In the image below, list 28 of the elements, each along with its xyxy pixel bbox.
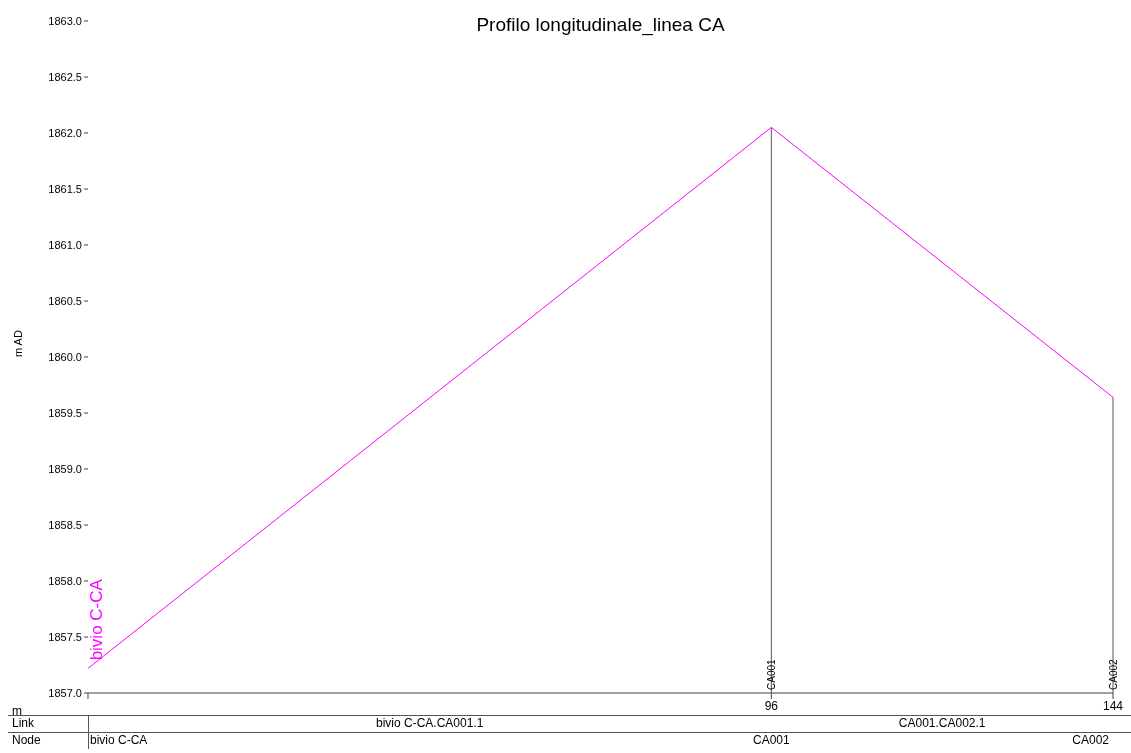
ref-line-label: CA002 <box>1108 658 1119 690</box>
text: Node <box>12 733 41 747</box>
text: CA001 <box>752 733 790 747</box>
x-axis-title: m <box>12 704 22 718</box>
text: bivio C-CA.CA001.1 <box>375 716 484 730</box>
y-tick-label: 1861.5 <box>48 182 82 195</box>
text: CA002 <box>1072 733 1109 747</box>
y-tick-label: 1857.5 <box>48 630 82 643</box>
text: Link <box>12 716 35 730</box>
annotation: bivio C-CA <box>87 578 106 661</box>
y-axis-title: m AD <box>11 330 24 357</box>
y-tick-label: 1858.0 <box>48 574 82 587</box>
y-tick-label: 1859.0 <box>48 462 82 475</box>
y-tick-label: 1858.5 <box>48 518 82 531</box>
y-tick-label: 1857.0 <box>48 686 82 699</box>
y-tick-label: 1861.0 <box>48 238 82 251</box>
y-tick-label: 1860.0 <box>48 350 82 363</box>
y-tick-label: 1863.0 <box>48 14 82 27</box>
chart-title: Profilo longitudinale_linea CA <box>475 14 726 36</box>
y-tick-label: 1859.5 <box>48 406 82 419</box>
y-tick-label: 1862.5 <box>48 70 82 83</box>
y-tick-label: 1862.0 <box>48 126 82 139</box>
text: bivio C-CA <box>90 733 148 747</box>
ref-line-label: CA001 <box>766 658 778 690</box>
x-tick-label: 144 <box>1102 698 1124 713</box>
y-tick-label: 1860.5 <box>48 294 82 307</box>
x-tick-label: 96 <box>764 698 779 713</box>
text: CA001.CA002.1 <box>898 716 986 730</box>
